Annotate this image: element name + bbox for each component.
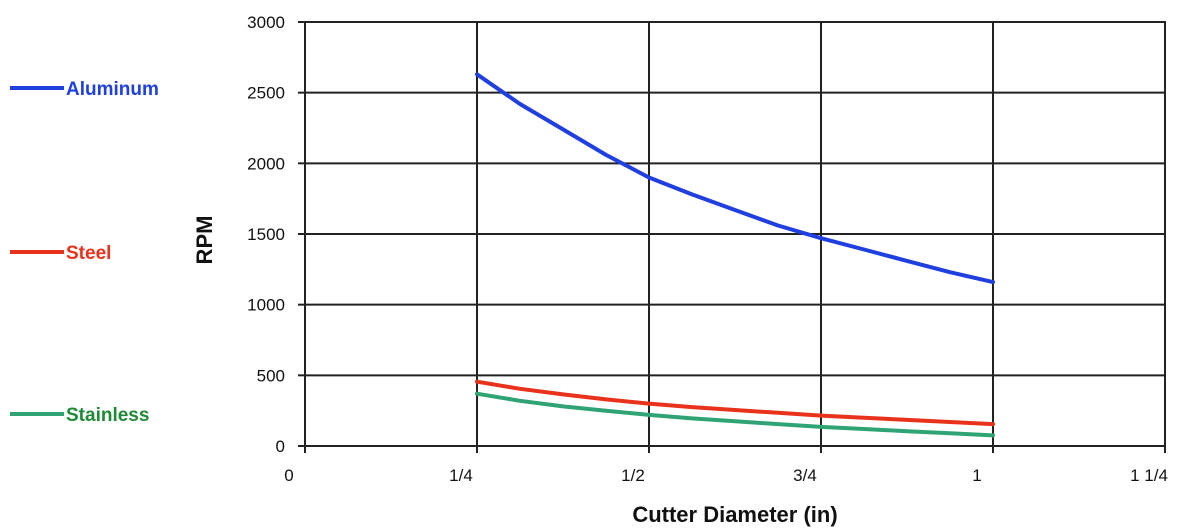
series-line-aluminum bbox=[475, 72, 995, 285]
y-tick-label: 0 bbox=[276, 437, 285, 456]
y-tick-label: 1500 bbox=[247, 225, 285, 244]
x-axis-ticks: 0 1/4 1/2 3/4 1 1 1/4 bbox=[284, 466, 1168, 485]
legend-label-steel: Steel bbox=[66, 243, 111, 264]
x-tick-label: 1 bbox=[972, 466, 981, 485]
x-tick-label: 1/2 bbox=[621, 466, 645, 485]
chart-series bbox=[475, 72, 995, 438]
y-tick-label: 2500 bbox=[247, 84, 285, 103]
x-tick-label: 0 bbox=[284, 466, 293, 485]
y-tick-label: 1000 bbox=[247, 296, 285, 315]
legend-label-stainless: Stainless bbox=[66, 405, 149, 426]
legend-label-aluminum: Aluminum bbox=[66, 79, 159, 100]
y-tick-label: 2000 bbox=[247, 154, 285, 173]
legend: Aluminum Steel Stainless bbox=[10, 79, 159, 426]
y-tick-label: 500 bbox=[257, 366, 285, 385]
y-axis-label: RPM bbox=[192, 216, 217, 265]
plot-frame bbox=[298, 21, 1166, 453]
x-axis-label: Cutter Diameter (in) bbox=[632, 502, 837, 527]
x-tick-label: 1/4 bbox=[449, 466, 473, 485]
x-tick-label: 3/4 bbox=[793, 466, 817, 485]
series-line-steel bbox=[475, 379, 995, 427]
x-tick-label: 1 1/4 bbox=[1130, 466, 1168, 485]
y-axis-ticks: 0 500 1000 1500 2000 2500 3000 bbox=[247, 13, 285, 456]
chart-grid bbox=[304, 21, 1166, 447]
series-line-stainless bbox=[475, 391, 995, 438]
y-tick-label: 3000 bbox=[247, 13, 285, 32]
